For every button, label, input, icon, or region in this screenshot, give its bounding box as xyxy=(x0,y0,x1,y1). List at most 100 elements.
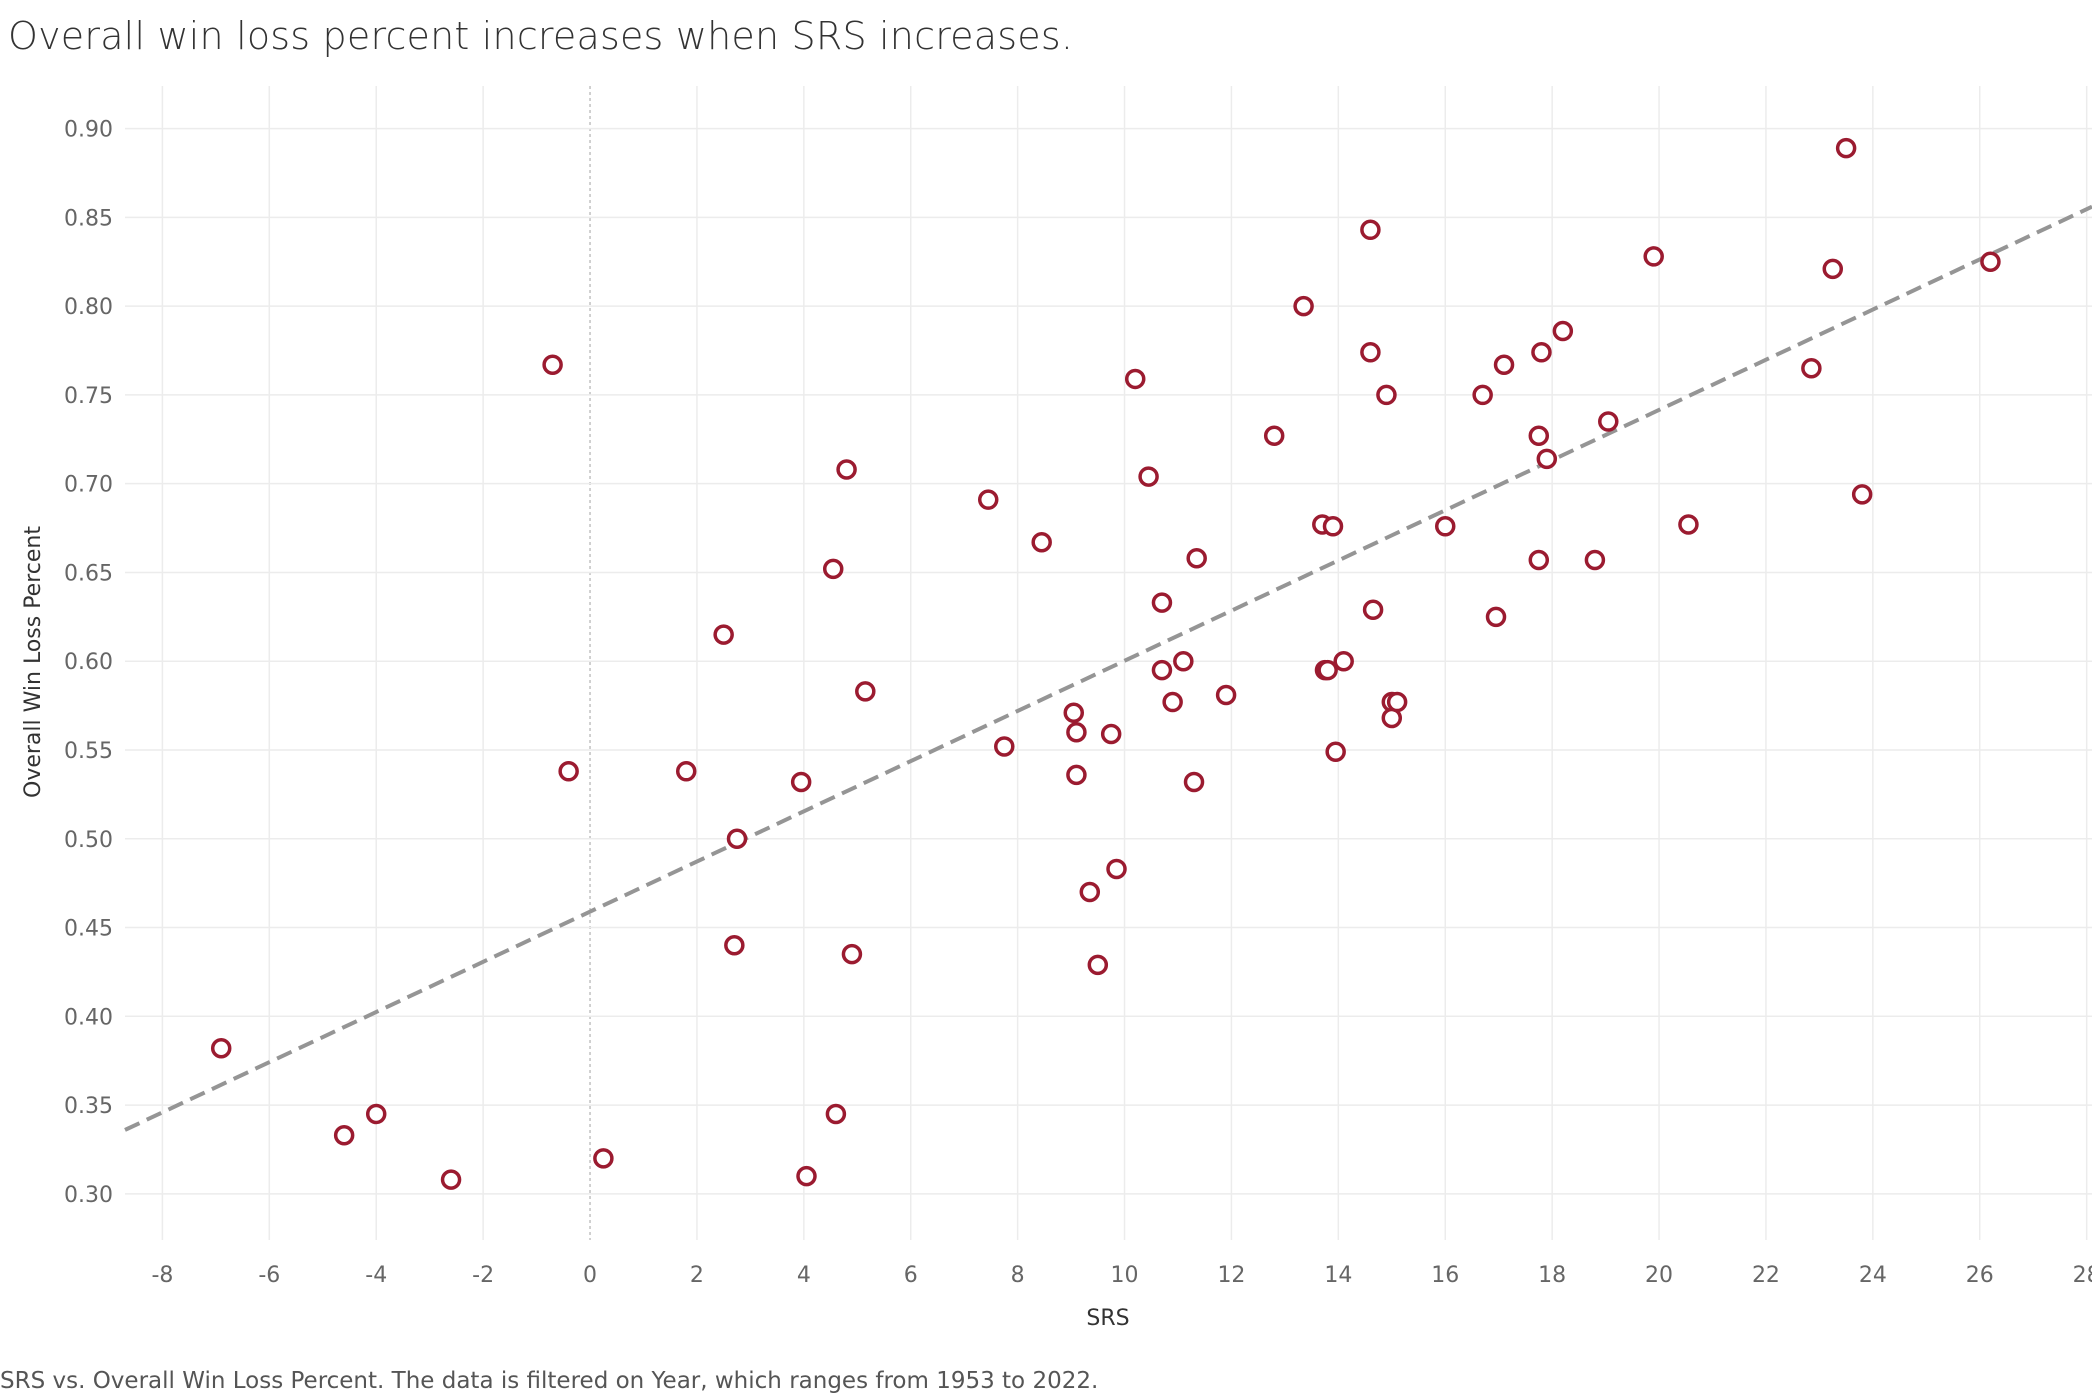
data-point xyxy=(1531,342,1552,363)
data-point xyxy=(365,1103,387,1125)
data-point xyxy=(994,736,1015,757)
x-tick-label: 6 xyxy=(904,1263,918,1288)
data-point xyxy=(440,1169,462,1190)
data-point xyxy=(841,943,863,965)
data-point xyxy=(1485,606,1507,628)
data-point xyxy=(790,771,812,793)
data-point xyxy=(1183,771,1205,793)
x-tick-label: 22 xyxy=(1752,1263,1780,1288)
data-point xyxy=(836,459,857,480)
y-tick-label: 0.30 xyxy=(64,1183,113,1208)
y-tick-label: 0.90 xyxy=(64,118,113,143)
data-point xyxy=(855,681,876,702)
data-point xyxy=(558,761,579,782)
x-tick-label: 24 xyxy=(1859,1263,1887,1288)
gridlines xyxy=(125,86,2092,1240)
data-point xyxy=(1151,592,1173,613)
data-point xyxy=(1063,702,1085,723)
data-point xyxy=(1472,384,1493,406)
data-point xyxy=(796,1165,817,1187)
data-point xyxy=(1835,137,1857,159)
data-point xyxy=(1106,858,1127,880)
data-point xyxy=(1317,659,1338,681)
data-point xyxy=(1528,425,1550,447)
data-point xyxy=(1066,721,1087,743)
x-tick-label: 20 xyxy=(1645,1263,1673,1288)
data-point xyxy=(1079,881,1101,903)
x-tick-label: 12 xyxy=(1217,1263,1245,1288)
y-tick-label: 0.60 xyxy=(64,650,113,675)
data-point xyxy=(977,489,999,510)
y-tick-label: 0.75 xyxy=(64,384,113,409)
data-points xyxy=(210,137,2001,1190)
chart-title: Overall win loss percent increases when … xyxy=(8,14,1074,58)
x-tick-label: 28 xyxy=(2073,1263,2092,1288)
y-tick-label: 0.80 xyxy=(64,295,113,320)
y-axis-label: Overall Win Loss Percent xyxy=(21,526,46,798)
scatter-chart: -8-6-4-202468101214161820222426280.300.3… xyxy=(21,86,2092,1331)
data-point xyxy=(1678,514,1699,535)
data-point xyxy=(1333,650,1354,672)
data-point xyxy=(1162,691,1183,713)
data-point xyxy=(542,354,563,375)
x-tick-label: 4 xyxy=(797,1263,811,1288)
chart-caption: SRS vs. Overall Win Loss Percent. The da… xyxy=(0,1368,1099,1394)
data-point xyxy=(1552,320,1574,342)
data-point xyxy=(1386,691,1408,713)
x-tick-label: 0 xyxy=(583,1263,597,1288)
data-point xyxy=(1851,484,1873,505)
trend-line xyxy=(124,204,2092,1132)
data-point xyxy=(1100,723,1122,745)
data-point xyxy=(1031,532,1052,553)
x-tick-label: -8 xyxy=(151,1263,173,1288)
x-tick-label: -2 xyxy=(472,1263,494,1288)
data-point xyxy=(1528,549,1550,571)
data-point xyxy=(1536,448,1558,470)
data-point xyxy=(1138,466,1159,487)
data-point xyxy=(726,828,748,850)
x-tick-label: 18 xyxy=(1538,1263,1566,1288)
y-tick-label: 0.55 xyxy=(64,739,113,764)
data-point xyxy=(1362,599,1384,620)
data-point xyxy=(1643,246,1664,267)
data-point xyxy=(1293,295,1314,317)
y-tick-label: 0.40 xyxy=(64,1005,113,1030)
data-point xyxy=(822,558,844,580)
data-point xyxy=(1215,684,1237,706)
data-point xyxy=(210,1038,232,1059)
axis-ticks: -8-6-4-202468101214161820222426280.300.3… xyxy=(64,118,2092,1288)
x-tick-label: 10 xyxy=(1111,1263,1139,1288)
data-point xyxy=(1066,764,1087,786)
data-point xyxy=(1360,219,1381,241)
x-tick-label: -6 xyxy=(258,1263,280,1288)
data-point xyxy=(825,1103,847,1125)
data-point xyxy=(675,761,697,782)
x-tick-label: 16 xyxy=(1431,1263,1459,1288)
x-tick-label: 8 xyxy=(1011,1263,1025,1288)
data-point xyxy=(1376,384,1397,406)
data-point xyxy=(724,935,745,956)
data-point xyxy=(1434,516,1456,537)
data-point xyxy=(1151,659,1173,681)
y-tick-label: 0.85 xyxy=(64,206,113,231)
y-tick-label: 0.50 xyxy=(64,828,113,853)
y-tick-label: 0.65 xyxy=(64,561,113,586)
x-tick-label: 2 xyxy=(690,1263,704,1288)
data-point xyxy=(1186,548,1207,569)
data-point xyxy=(1124,368,1146,390)
data-point xyxy=(1584,549,1606,571)
data-point xyxy=(1360,342,1381,363)
data-point xyxy=(1980,251,2001,273)
x-axis-label: SRS xyxy=(1086,1306,1129,1331)
y-tick-label: 0.70 xyxy=(64,473,113,498)
y-tick-label: 0.45 xyxy=(64,917,113,942)
x-tick-label: 26 xyxy=(1966,1263,1994,1288)
data-point xyxy=(1263,425,1285,447)
data-point xyxy=(1173,650,1194,672)
data-point xyxy=(1598,411,1619,432)
data-point xyxy=(1087,954,1109,976)
data-point xyxy=(333,1125,355,1146)
data-point xyxy=(593,1148,614,1169)
data-point xyxy=(1322,516,1344,537)
data-point xyxy=(1801,358,1822,379)
